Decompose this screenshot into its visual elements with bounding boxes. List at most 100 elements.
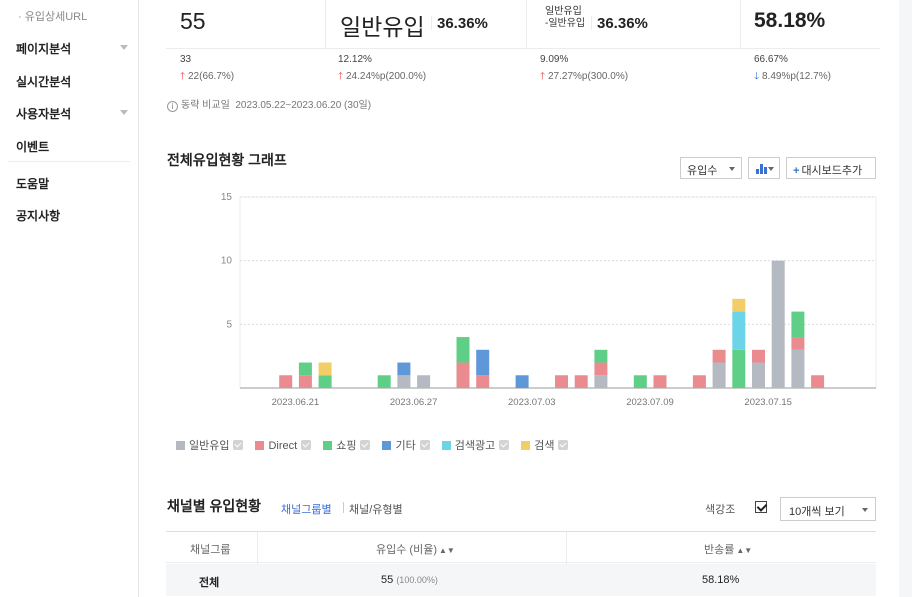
sidebar-item-event[interactable]: 이벤트: [16, 140, 50, 154]
legend-label: 기타: [395, 440, 416, 452]
inflow-chart: 15 10 5 2023.06.21 2023.06.27 2023.07.03 2023.…: [139, 185, 899, 415]
content-panel: 55 33 🡑 22(66.7%) 일반유입 36.36% 12.12% 🡑 2…: [139, 0, 899, 597]
chevron-down-icon[interactable]: [120, 45, 128, 50]
bar-segment: [732, 349, 746, 388]
bar-segment: [476, 375, 490, 388]
legend-checkbox[interactable]: [233, 440, 244, 450]
stat-inner-divider: [591, 16, 592, 30]
bar-segment: [594, 362, 608, 376]
bar-segment: [456, 337, 470, 363]
bar-segment: [397, 362, 411, 376]
bar-segment: [456, 362, 470, 388]
header-divider: [566, 532, 567, 564]
legend-item[interactable]: 쇼핑: [323, 437, 371, 453]
sort-icon: ▲▼: [736, 546, 753, 555]
stat-top-channel-diff: 🡑 24.24%p(200.0%): [338, 71, 427, 82]
legend-swatch: [382, 441, 392, 450]
legend-item[interactable]: 검색광고: [441, 437, 510, 453]
header-bounce[interactable]: 반송률 ▲▼: [704, 544, 753, 556]
highlight-checkbox[interactable]: [755, 501, 767, 513]
legend-item[interactable]: 검색: [521, 437, 569, 453]
bar-segment: [791, 337, 805, 350]
chart-type-select[interactable]: [748, 157, 780, 179]
bar-segment: [771, 260, 785, 388]
bar-segment: [752, 362, 765, 388]
info-icon[interactable]: i: [167, 101, 178, 112]
header-channel-group: 채널그룹: [190, 544, 231, 556]
legend-checkbox[interactable]: [360, 440, 371, 450]
stat-top-source-value: 일반유입 -일반유입: [545, 6, 586, 29]
summary-stats: 55 33 🡑 22(66.7%) 일반유입 36.36% 12.12% 🡑 2…: [166, 0, 880, 86]
bar-segment: [692, 375, 706, 388]
sidebar-divider: [8, 161, 130, 162]
stat-top-channel-prev: 12.12%: [338, 54, 372, 65]
legend-swatch: [521, 441, 531, 450]
stats-compare-row: [166, 48, 880, 86]
sidebar-item-page-analysis[interactable]: 페이지분석: [16, 42, 72, 56]
sidebar-item-user-analysis[interactable]: 사용자분석: [16, 107, 72, 121]
bar-segment: [574, 375, 588, 388]
add-to-dashboard-button[interactable]: + 대시보드추가: [786, 157, 876, 179]
y-tick-label: 5: [226, 319, 232, 330]
sidebar-item-realtime[interactable]: 실시간분석: [16, 75, 72, 89]
sidebar-item-help[interactable]: 도움말: [16, 177, 50, 191]
graph-title: 전체유입현황 그래프: [167, 152, 287, 168]
bar-segment: [791, 311, 805, 338]
bar-segment: [653, 375, 667, 388]
arrow-down-icon: 🡓: [754, 71, 760, 82]
bar-segment: [791, 349, 805, 388]
highlight-label: 색강조: [705, 504, 736, 516]
bar-segment: [732, 298, 746, 312]
chevron-down-icon: [768, 167, 774, 171]
bar-segment: [633, 375, 647, 388]
legend-item[interactable]: Direct: [255, 440, 312, 452]
arrow-up-icon: 🡑: [540, 71, 546, 82]
legend-item[interactable]: 일반유입: [176, 437, 244, 453]
cell-group: 전체: [199, 577, 220, 589]
inflow-chart-svg: 15 10 5 2023.06.21 2023.06.27 2023.07.03 2023.…: [221, 192, 877, 408]
arrow-up-icon: 🡑: [338, 71, 344, 82]
tab-channel-group[interactable]: 채널그룹별: [281, 504, 332, 516]
bar-segment: [515, 375, 529, 388]
x-tick-label: 2023.07.03: [508, 397, 556, 408]
legend-checkbox[interactable]: [499, 440, 510, 450]
legend-swatch: [441, 441, 451, 450]
tab-channel-type[interactable]: 채널/유형별: [349, 504, 403, 516]
rows-per-page-select[interactable]: 10개씩 보기: [780, 497, 876, 521]
sidebar-item-notice[interactable]: 공지사항: [16, 209, 61, 223]
metric-select[interactable]: 유입수: [680, 157, 742, 179]
stat-inflow-prev: 33: [180, 54, 192, 65]
stat-top-source-diff: 🡑 27.27%p(300.0%): [540, 71, 629, 82]
bar-segment: [397, 375, 411, 388]
cell-bounce: 58.18%: [702, 574, 740, 586]
bar-segment: [594, 349, 608, 363]
bar-segment: [555, 375, 568, 388]
y-tick-label: 15: [221, 192, 233, 203]
stat-bounce-prev: 66.67%: [754, 54, 788, 65]
bar-segment: [377, 375, 391, 388]
chart-legend: 일반유입 Direct 쇼핑 기타 검색광고 검색: [176, 437, 580, 453]
channel-title: 채널별 유입현황: [167, 498, 262, 514]
legend-label: 검색광고: [454, 440, 496, 452]
stat-top-channel-value: 일반유입: [340, 14, 425, 40]
sidebar-subitem-inflow-url[interactable]: · 유입상세URL: [18, 11, 88, 23]
bar-segment: [811, 375, 825, 388]
legend-item[interactable]: 기타: [382, 437, 430, 453]
x-tick-label: 2023.06.21: [272, 397, 320, 408]
legend-checkbox[interactable]: [558, 440, 569, 450]
compare-period: i 동략 비교일 2023.05.22~2023.06.20 (30일): [167, 96, 371, 112]
x-tick-label: 2023.07.15: [744, 397, 792, 408]
stat-top-channel-pct: 36.36%: [437, 15, 488, 32]
stat-inflow-value: 55: [180, 8, 206, 34]
bar-segment: [712, 362, 726, 388]
legend-label: 검색: [534, 440, 555, 452]
legend-checkbox[interactable]: [301, 440, 312, 450]
bar-segment: [712, 349, 726, 363]
legend-checkbox[interactable]: [419, 440, 430, 450]
legend-swatch: [176, 441, 185, 450]
bar-chart-icon: [756, 164, 767, 174]
header-divider: [257, 532, 258, 564]
chevron-down-icon[interactable]: [120, 110, 128, 115]
header-inflow[interactable]: 유입수 (비율) ▲▼: [376, 544, 455, 556]
x-tick-label: 2023.06.27: [390, 397, 438, 408]
